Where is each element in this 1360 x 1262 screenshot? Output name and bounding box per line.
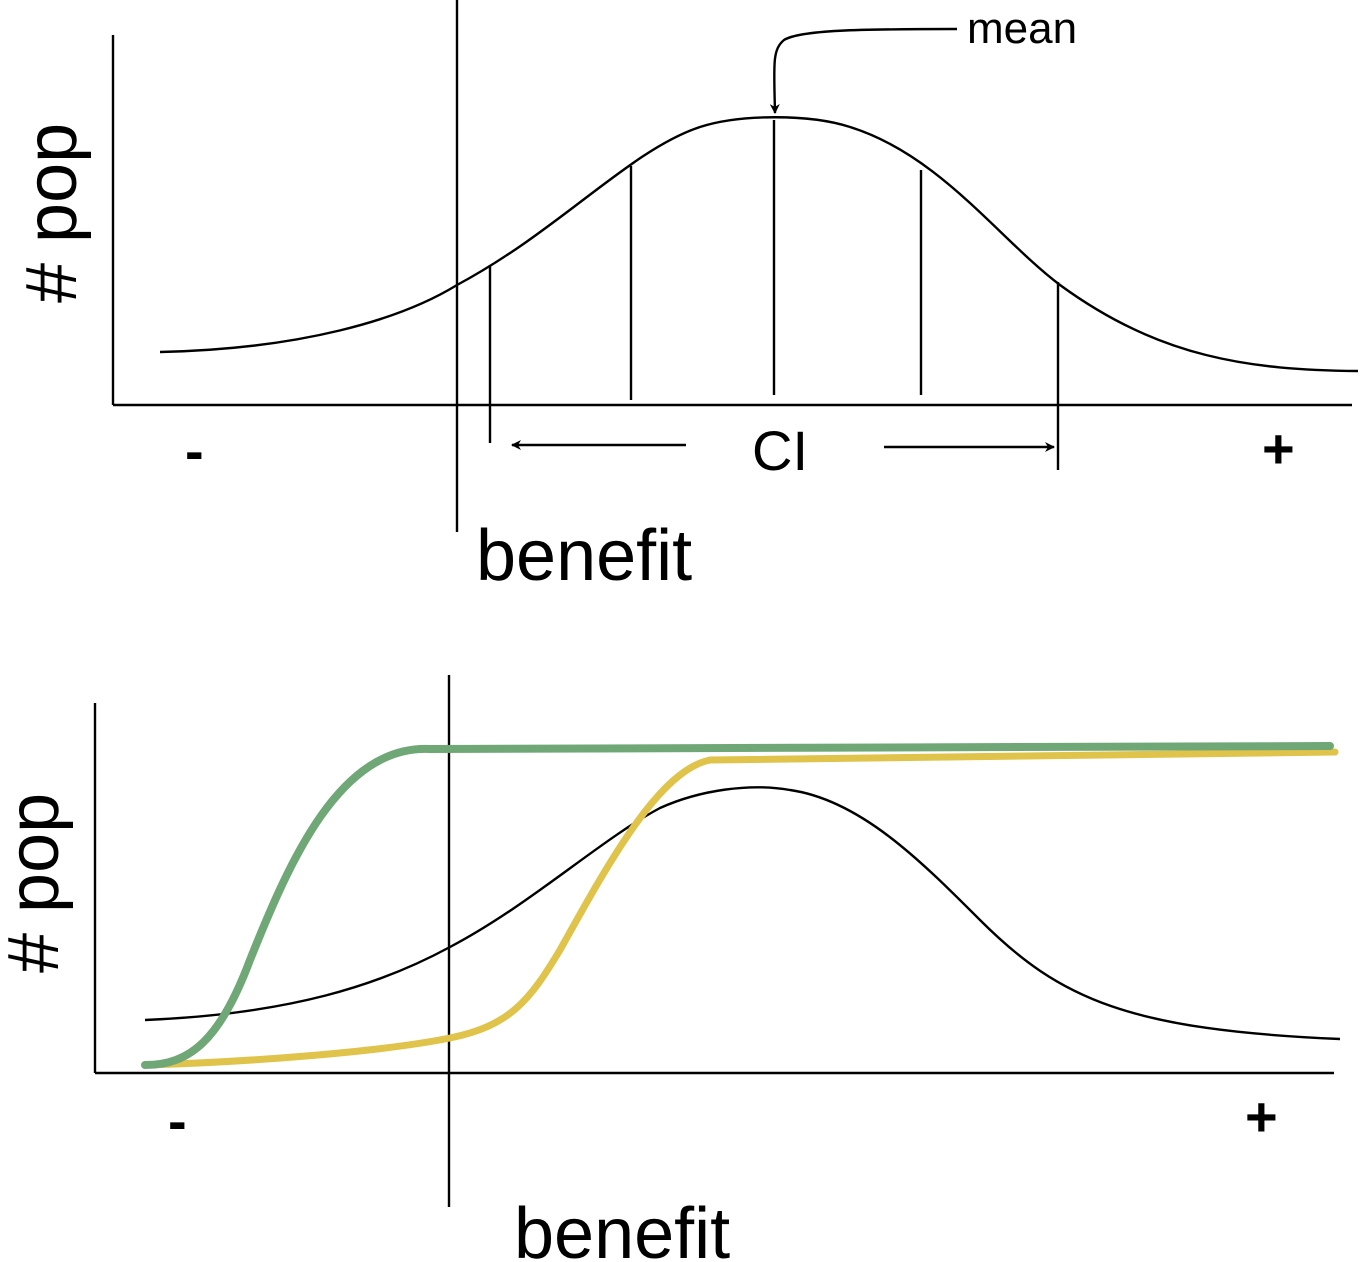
bottom-negative-sign: -	[168, 1089, 187, 1152]
bottom-panel: # pop benefit - +	[0, 675, 1341, 1262]
top-y-axis-label: # pop	[12, 123, 92, 303]
top-negative-sign: -	[185, 419, 204, 482]
bottom-y-axis-label: # pop	[0, 793, 74, 973]
bottom-green-curve	[141, 742, 1334, 1069]
bottom-bell-curve	[144, 786, 1341, 1041]
top-bell-curve	[159, 116, 1359, 373]
bottom-positive-sign: +	[1245, 1085, 1278, 1148]
bottom-yellow-curve	[141, 748, 1339, 1069]
top-panel: # pop benefit - + mean CI	[12, 0, 1359, 596]
top-ci-label: CI	[752, 419, 808, 482]
bottom-x-axis-label: benefit	[514, 1194, 730, 1262]
top-mean-arrow	[769, 27, 958, 114]
top-mean-label: mean	[967, 4, 1077, 53]
top-positive-sign: +	[1262, 417, 1295, 480]
top-x-axis-label: benefit	[476, 516, 692, 596]
